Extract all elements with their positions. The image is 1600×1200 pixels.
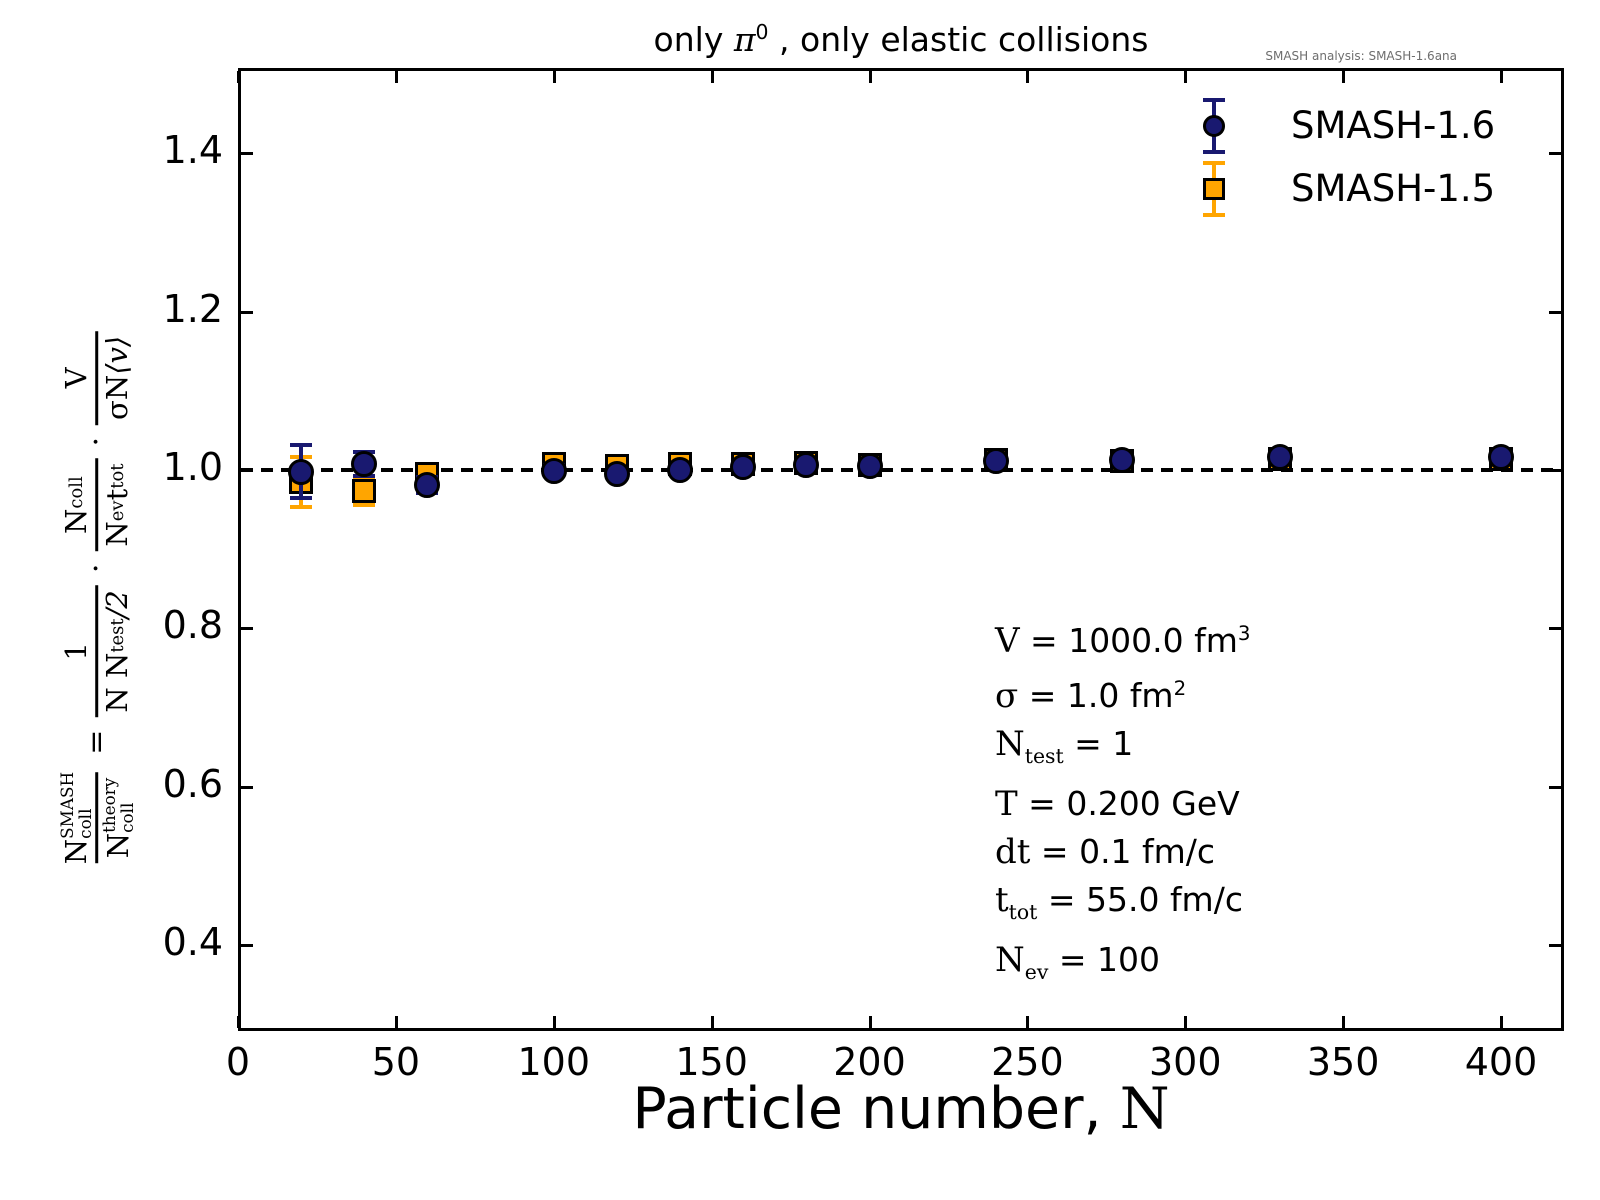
legend: SMASH-1.6 SMASH-1.5 xyxy=(1185,94,1495,220)
x-tick xyxy=(868,1016,872,1028)
data-point-smash-1.6 xyxy=(667,457,694,483)
reference-line-y1 xyxy=(241,468,1561,472)
y-tick xyxy=(241,944,253,948)
x-tick-top xyxy=(237,71,240,83)
data-point-smash-1.6 xyxy=(351,450,378,477)
error-bar-cap xyxy=(290,495,313,500)
x-tick xyxy=(394,1016,398,1028)
x-tick xyxy=(1026,1016,1030,1028)
y-tick-label: 0.4 xyxy=(162,920,223,965)
chart-title: only π0 , only elastic collisions xyxy=(653,20,1149,59)
x-tick-top xyxy=(394,71,398,83)
y-tick-right xyxy=(1549,627,1561,631)
annotation-line: Ntest = 1 xyxy=(995,724,1134,768)
data-point-smash-1.6 xyxy=(730,453,757,480)
pi-symbol: π xyxy=(733,20,756,59)
x-axis-label: Particle number, N xyxy=(632,1076,1170,1142)
x-tick-label: 250 xyxy=(991,1040,1064,1084)
legend-entry-smash-16: SMASH-1.6 xyxy=(1185,94,1495,157)
annotation-line: Nev = 100 xyxy=(995,939,1160,984)
dot-operator: · xyxy=(79,563,115,574)
annotation-line: T = 0.200 GeV xyxy=(995,783,1240,824)
x-tick-label: 150 xyxy=(675,1040,748,1084)
x-tick-label: 350 xyxy=(1306,1040,1380,1084)
y-tick-label: 1.2 xyxy=(162,286,223,331)
legend-label: SMASH-1.5 xyxy=(1291,167,1496,210)
x-tick xyxy=(1342,1016,1346,1028)
legend-entry-smash-15: SMASH-1.5 xyxy=(1185,157,1495,220)
x-tick-top xyxy=(1500,71,1503,83)
data-point-smash-1.6 xyxy=(414,472,441,499)
x-tick-label: 400 xyxy=(1464,1040,1538,1084)
data-point-smash-1.6 xyxy=(1488,443,1514,470)
x-tick xyxy=(1500,1016,1503,1028)
annotation-line: σ = 1.0 fm2 xyxy=(995,676,1187,716)
data-point-smash-1.5 xyxy=(352,479,377,504)
y-tick-label: 1.4 xyxy=(162,128,223,173)
x-tick-label: 300 xyxy=(1148,1040,1222,1084)
legend-marker-square-icon xyxy=(1185,160,1243,218)
legend-marker-circle-icon xyxy=(1185,97,1243,155)
x-tick-top xyxy=(868,71,872,83)
x-tick-label: 200 xyxy=(833,1040,906,1084)
x-tick-top xyxy=(1342,71,1346,83)
y-tick xyxy=(241,785,253,789)
x-tick-top xyxy=(552,71,556,83)
error-bar-cap xyxy=(290,443,313,448)
data-point-smash-1.6 xyxy=(856,453,883,480)
y-tick xyxy=(241,310,253,314)
annotation-line: V = 1000.0 fm3 xyxy=(995,621,1251,661)
y-tick-right xyxy=(1549,310,1561,314)
y-tick-label: 0.8 xyxy=(162,603,223,648)
x-tick-label: 0 xyxy=(225,1040,251,1084)
legend-label: SMASH-1.6 xyxy=(1291,104,1496,147)
y-tick-right xyxy=(1549,944,1561,948)
plot-area xyxy=(237,68,1564,1031)
data-point-smash-1.6 xyxy=(1266,444,1293,471)
error-bar-cap xyxy=(353,502,376,507)
x-tick-top xyxy=(1184,71,1188,83)
data-point-smash-1.6 xyxy=(982,448,1009,475)
data-point-smash-1.6 xyxy=(1109,446,1136,473)
x-tick-label: 100 xyxy=(517,1040,591,1084)
annotation-line: dt = 0.1 fm/c xyxy=(995,831,1216,872)
y-tick xyxy=(241,152,253,156)
y-tick-right xyxy=(1549,785,1561,789)
y-tick xyxy=(241,469,253,472)
x-tick-top xyxy=(710,71,714,83)
y-tick-label: 0.6 xyxy=(162,761,223,806)
data-point-smash-1.6 xyxy=(288,458,315,485)
x-tick-top xyxy=(1026,71,1030,83)
data-point-smash-1.6 xyxy=(540,457,567,484)
y-tick xyxy=(241,627,253,631)
y-tick-label: 1.0 xyxy=(162,445,223,489)
x-tick xyxy=(710,1016,714,1028)
error-bar-cap xyxy=(290,505,313,510)
x-tick-label: 50 xyxy=(371,1040,421,1084)
equals-sign: = xyxy=(79,729,115,755)
x-tick xyxy=(1184,1016,1188,1028)
x-tick xyxy=(552,1016,556,1028)
ylabel-fraction-3: V σN ⟨v⟩ xyxy=(60,330,135,425)
error-bar-cap xyxy=(353,475,376,480)
watermark-text: SMASH analysis: SMASH-1.6ana xyxy=(1265,49,1457,63)
parameters-annotation: V = 1000.0 fm3 σ = 1.0 fm2 Ntest = 1 T = 0.… xyxy=(995,610,1251,995)
data-point-smash-1.6 xyxy=(603,460,630,487)
data-point-smash-1.6 xyxy=(793,452,820,479)
annotation-line: ttot = 55.0 fm/c xyxy=(995,879,1243,924)
y-tick-right xyxy=(1549,152,1561,156)
x-tick xyxy=(237,1016,240,1028)
y-tick-right xyxy=(1549,469,1561,472)
